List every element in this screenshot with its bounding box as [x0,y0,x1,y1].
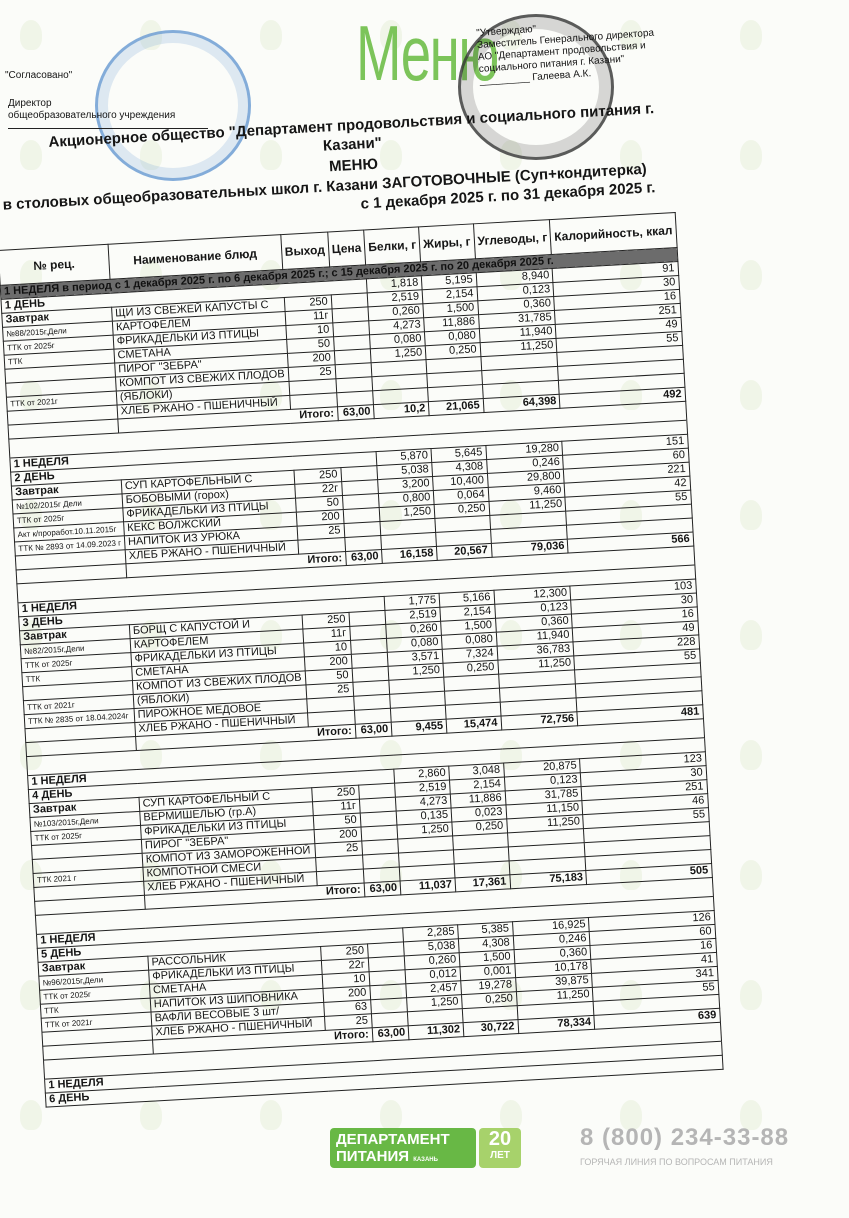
director-title: Директор [8,98,52,109]
company-stamp [458,14,614,160]
total-price: 63,00 [345,549,383,566]
director-org: общеобразовательного учреждения [8,110,176,121]
background-leaf-mark [20,980,42,1010]
background-leaf-mark [740,140,762,170]
background-leaf-mark [20,620,42,650]
agreed-label: "Согласовано" [5,70,73,81]
background-leaf-mark [20,20,42,50]
background-leaf-mark [500,980,522,1010]
total-price: 63,00 [354,722,393,739]
logo-line: ДЕПАРТАМЕНТ [336,1131,450,1148]
hotline-caption: ГОРЯЧАЯ ЛИНИЯ ПО ВОПРОСАМ ПИТАНИЯ [580,1157,773,1167]
column-header: Жиры, г [418,223,476,262]
background-leaf-mark [140,860,162,890]
background-leaf-mark [20,860,42,890]
background-leaf-mark [740,1100,762,1130]
background-leaf-mark [500,380,522,410]
background-leaf-mark [140,620,162,650]
background-leaf-mark [620,380,642,410]
background-leaf-mark [740,20,762,50]
background-leaf-mark [620,620,642,650]
background-leaf-mark [140,740,162,770]
background-leaf-mark [20,740,42,770]
background-leaf-mark [620,980,642,1010]
background-leaf-mark [500,1100,522,1130]
background-leaf-mark [380,20,402,50]
background-leaf-mark [740,380,762,410]
background-leaf-mark [500,740,522,770]
background-leaf-mark [620,740,642,770]
background-leaf-mark [140,1100,162,1130]
total-price: 63,00 [371,1025,410,1042]
background-leaf-mark [620,140,642,170]
background-leaf-mark [380,1100,402,1130]
background-leaf-mark [20,1100,42,1130]
column-header: Углеводы, г [473,219,552,259]
badge-number: 20 [488,1128,512,1150]
background-leaf-mark [260,380,282,410]
background-leaf-mark [140,380,162,410]
badge-text: ЛЕТ [490,1150,510,1161]
background-leaf-mark [620,860,642,890]
background-leaf-mark [20,500,42,530]
background-leaf-mark [740,620,762,650]
background-leaf-mark [260,20,282,50]
background-leaf-mark [500,860,522,890]
column-header: Белки, г [363,226,421,265]
background-leaf-mark [140,500,162,530]
background-leaf-mark [380,740,402,770]
column-header: Выход [280,232,330,270]
background-leaf-mark [380,860,402,890]
background-leaf-mark [620,1100,642,1130]
background-leaf-mark [20,380,42,410]
background-leaf-mark [20,140,42,170]
background-leaf-mark [740,980,762,1010]
logo-line: ПИТАНИЯ КАЗАНЬ [336,1148,470,1169]
menu-table: № рец. Наименование блюд Выход Цена Белки, г… [0,212,723,1108]
background-leaf-mark [260,740,282,770]
background-leaf-mark [620,20,642,50]
background-leaf-mark [260,620,282,650]
hotline-phone: 8 (800) 234-33-88 [580,1124,790,1151]
background-leaf-mark [740,740,762,770]
background-leaf-mark [380,980,402,1010]
background-leaf-mark [380,140,402,170]
logo-city: КАЗАНЬ [413,1157,438,1163]
background-leaf-mark [500,620,522,650]
school-stamp [95,30,251,181]
background-leaf-mark [740,860,762,890]
background-leaf-mark [380,380,402,410]
background-leaf-mark [260,980,282,1010]
background-leaf-mark [380,620,402,650]
background-leaf-mark [500,500,522,530]
anniversary-badge: 20 ЛЕТ [479,1128,521,1168]
director-signature-block: Директор общеобразовательного учреждения [8,98,208,129]
background-leaf-mark [260,860,282,890]
background-leaf-mark [620,260,642,290]
background-leaf-mark [260,140,282,170]
background-leaf-mark [380,500,402,530]
column-header: Цена [327,229,366,267]
background-leaf-mark [260,1100,282,1130]
background-leaf-mark [140,980,162,1010]
logo-line-2: ПИТАНИЯ [336,1148,410,1165]
background-leaf-mark [740,260,762,290]
department-logo: ДЕПАРТАМЕНТ ПИТАНИЯ КАЗАНЬ [330,1128,476,1168]
total-price: 63,00 [363,880,401,897]
background-leaf-mark [620,500,642,530]
background-leaf-mark [260,500,282,530]
total-price: 63,00 [337,404,375,421]
background-leaf-mark [740,500,762,530]
